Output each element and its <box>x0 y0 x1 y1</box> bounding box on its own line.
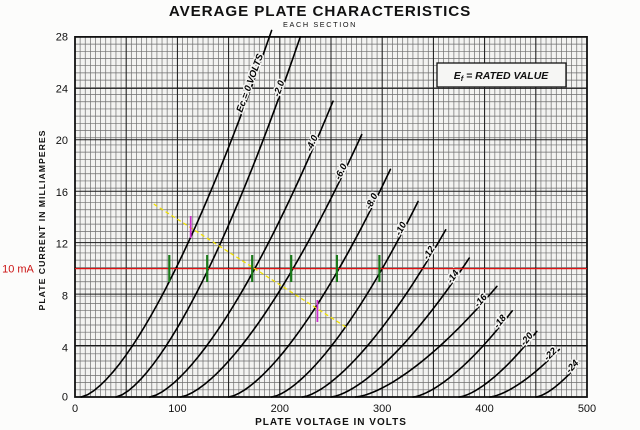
svg-text:400: 400 <box>475 403 493 415</box>
svg-text:12: 12 <box>56 239 68 251</box>
svg-text:28: 28 <box>56 32 68 44</box>
svg-text:0: 0 <box>62 392 68 404</box>
svg-text:PLATE CURRENT IN MILLIAMPERES: PLATE CURRENT IN MILLIAMPERES <box>37 130 47 311</box>
svg-text:10 mA: 10 mA <box>2 264 34 276</box>
svg-text:300: 300 <box>373 403 391 415</box>
svg-text:Ef = RATED VALUE: Ef = RATED VALUE <box>454 70 550 83</box>
svg-text:4: 4 <box>62 342 68 354</box>
svg-text:PLATE VOLTAGE IN VOLTS: PLATE VOLTAGE IN VOLTS <box>255 417 407 428</box>
svg-text:AVERAGE PLATE CHARACTERISTICS: AVERAGE PLATE CHARACTERISTICS <box>169 3 471 20</box>
svg-text:200: 200 <box>271 403 289 415</box>
svg-text:500: 500 <box>578 403 596 415</box>
svg-text:20: 20 <box>56 135 68 147</box>
svg-text:100: 100 <box>168 403 186 415</box>
svg-text:16: 16 <box>56 187 68 199</box>
svg-text:24: 24 <box>56 83 68 95</box>
svg-text:EACH SECTION: EACH SECTION <box>283 20 357 29</box>
svg-text:8: 8 <box>62 291 68 303</box>
svg-text:0: 0 <box>72 403 78 415</box>
